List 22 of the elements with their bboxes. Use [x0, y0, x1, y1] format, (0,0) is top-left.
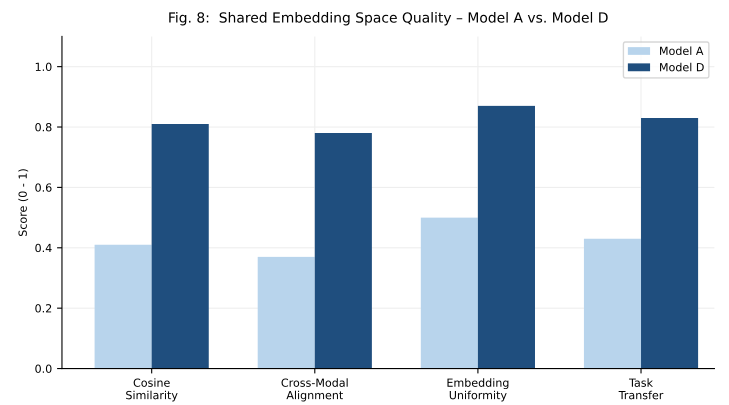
- x-tick-label: Task Transfer: [618, 378, 664, 400]
- bar: [94, 244, 152, 369]
- y-tick-label: 0.6: [35, 183, 52, 192]
- y-tick-label: 0.2: [35, 304, 52, 313]
- y-tick-label: 0.8: [35, 123, 52, 132]
- y-tick-label: 0.4: [35, 244, 52, 252]
- bar: [641, 118, 698, 369]
- bar: [420, 218, 478, 369]
- legend-label: Model D: [660, 62, 704, 72]
- y-tick-label: 1.0: [36, 62, 52, 72]
- bar: [314, 133, 372, 369]
- bar: [478, 106, 535, 369]
- x-tick-label: Cross-Modal Alignment: [282, 378, 348, 402]
- x-tick-label: Embedding Uniformity: [447, 378, 508, 402]
- y-tick-label: 0.0: [35, 364, 52, 373]
- x-tick-label: Cosine Similarity: [126, 378, 178, 402]
- bar: [584, 238, 642, 369]
- chart-title: Fig. 8: Shared Embedding Space Quality – Model A vs. Model D: [169, 12, 608, 26]
- legend-label: Model A: [660, 46, 704, 56]
- y-axis-title: Score (0 - 1): [18, 169, 28, 236]
- bar: [258, 256, 315, 369]
- bar: [152, 124, 209, 369]
